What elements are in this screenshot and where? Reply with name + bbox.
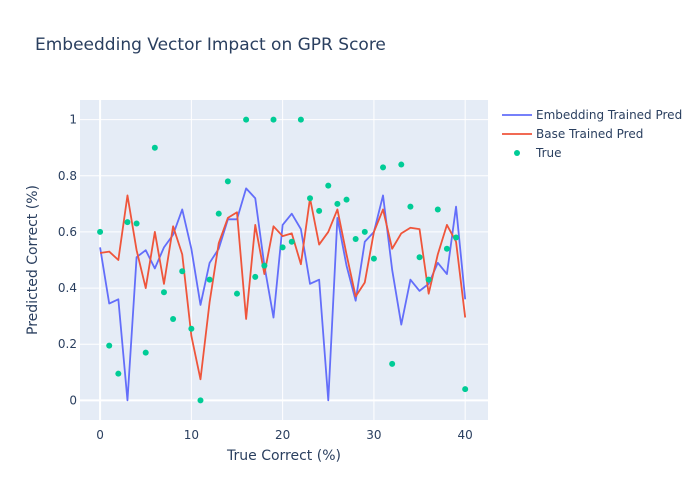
data-point [307,195,314,202]
series-1 [99,194,467,381]
series-line [99,187,467,402]
data-point [380,164,387,171]
legend-marker-swatch [514,150,520,156]
data-point [279,244,286,251]
x-tick-label: 40 [458,428,473,442]
data-point [453,234,460,241]
legend[interactable]: Embedding Trained Pred Base Trained Pred T… [502,108,682,160]
data-point [288,238,295,245]
data-point [416,254,423,261]
data-point [179,268,186,275]
y-tick-label: 0.4 [58,281,77,295]
legend-label: Base Trained Pred [536,127,643,141]
legend-item[interactable]: Embedding Trained Pred [502,108,682,122]
x-axis-title: True Correct (%) [226,448,341,464]
data-point [97,228,104,235]
data-point [361,228,368,235]
data-point [443,245,450,252]
data-point [188,325,195,332]
data-point [252,273,259,280]
data-point [142,349,149,356]
data-point [224,178,231,185]
series-0 [99,187,467,402]
data-point [352,235,359,242]
data-point [325,182,332,189]
y-tick-label: 0.8 [58,169,77,183]
x-tick-label: 0 [96,428,104,442]
data-point [434,206,441,213]
data-point [370,255,377,262]
data-point [297,116,304,123]
legend-item[interactable]: True [514,146,562,160]
data-point [124,219,131,226]
series-line [99,194,467,381]
y-tick-label: 0.6 [58,225,77,239]
grid-lines [80,100,488,420]
data-point [398,161,405,168]
x-tick-label: 30 [366,428,381,442]
chart-title: Embeedding Vector Impact on GPR Score [35,35,386,55]
data-point [233,290,240,297]
data-point [407,203,414,210]
data-point [334,200,341,207]
data-point [425,276,432,283]
data-point [160,289,167,296]
data-point [170,315,177,322]
y-axis-title: Predicted Correct (%) [25,185,41,335]
plot-background [80,100,488,420]
axes: 0 10 20 30 40 0 0.2 0.4 0.6 0.8 1 [58,113,473,442]
data-point [215,210,222,217]
data-point [243,116,250,123]
legend-item[interactable]: Base Trained Pred [502,127,643,141]
y-tick-label: 0 [69,393,77,407]
data-point [462,386,469,393]
data-point [151,144,158,151]
y-tick-label: 1 [69,113,77,127]
data-point [343,196,350,203]
data-point [389,360,396,367]
data-point [197,397,204,404]
legend-label: Embedding Trained Pred [536,108,682,122]
data-point [133,220,140,227]
legend-label: True [535,146,562,160]
data-point [270,116,277,123]
data-point [316,207,323,214]
series-layer [97,116,469,404]
data-point [206,276,213,283]
data-point [115,370,122,377]
data-point [106,342,113,349]
x-tick-label: 20 [275,428,290,442]
data-point [261,262,268,269]
y-tick-label: 0.2 [58,337,77,351]
x-tick-label: 10 [184,428,199,442]
series-2 [97,116,469,404]
